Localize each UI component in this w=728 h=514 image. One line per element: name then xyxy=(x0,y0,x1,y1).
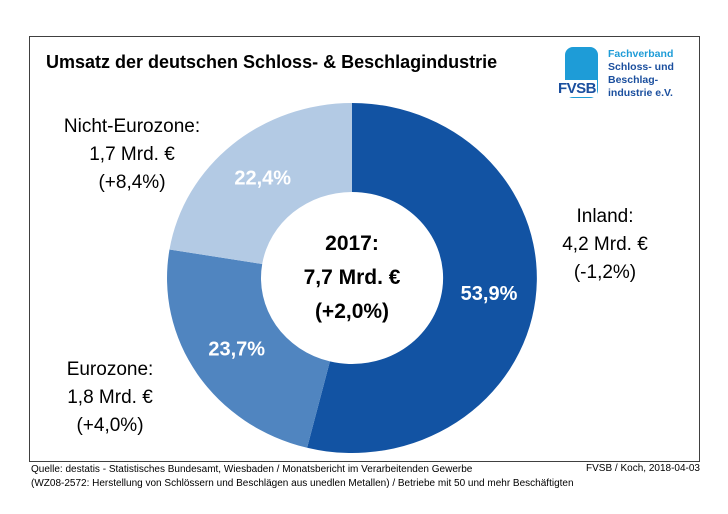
center-total: 7,7 Mrd. € xyxy=(303,266,401,289)
pie-percent-label-nicht-eurozone: 22,4% xyxy=(234,168,291,190)
pie-slice-nicht-eurozone xyxy=(169,103,352,264)
callout-nicht-eurozone: Nicht-Eurozone: 1,7 Mrd. € (+8,4%) xyxy=(32,113,232,197)
callout-inland-name: Inland: xyxy=(576,206,634,227)
callout-inland-amount: 4,2 Mrd. € xyxy=(562,234,648,255)
page-title: Umsatz der deutschen Schloss- & Beschlag… xyxy=(46,52,498,72)
center-year: 2017: xyxy=(325,232,379,255)
pie-slice-eurozone xyxy=(167,249,330,448)
footer-source-line1: Quelle: destatis - Statistisches Bundesa… xyxy=(31,464,473,475)
pie-percent-label-inland: 53,9% xyxy=(461,283,518,305)
fvsb-logo-line1: Fachverband xyxy=(608,48,674,60)
fvsb-logo-text: Fachverband Schloss- und Beschlag- indus… xyxy=(608,48,674,100)
callout-nicht-eurozone-amount: 1,7 Mrd. € xyxy=(89,144,175,165)
fvsb-logo: FVSB Fachverband Schloss- und Beschlag- … xyxy=(557,46,698,102)
callout-eurozone-change: (+4,0%) xyxy=(76,415,144,436)
footer-credit: FVSB / Koch, 2018-04-03 xyxy=(586,463,700,474)
footer-source-line2: (WZ08-2572: Herstellung von Schlössern u… xyxy=(31,477,574,489)
donut-center-label: 2017: 7,7 Mrd. € (+2,0%) xyxy=(252,227,452,329)
callout-eurozone-name: Eurozone: xyxy=(66,359,154,380)
fvsb-logo-abbr: FVSB xyxy=(557,80,598,97)
center-change: (+2,0%) xyxy=(314,300,390,323)
callout-eurozone-amount: 1,8 Mrd. € xyxy=(67,387,153,408)
callout-nicht-eurozone-change: (+8,4%) xyxy=(98,172,166,193)
fvsb-logo-line2: Schloss- und xyxy=(608,61,674,73)
callout-inland-change: (-1,2%) xyxy=(573,262,637,283)
footer-source: Quelle: destatis - Statistisches Bundesa… xyxy=(31,463,591,490)
callout-eurozone: Eurozone: 1,8 Mrd. € (+4,0%) xyxy=(20,356,200,440)
fvsb-logo-line4: industrie e.V. xyxy=(608,87,673,99)
callout-nicht-eurozone-name: Nicht-Eurozone: xyxy=(63,116,201,137)
callout-inland: Inland: 4,2 Mrd. € (-1,2%) xyxy=(520,203,690,287)
pie-slice-inland xyxy=(307,103,537,453)
pie-percent-label-eurozone: 23,7% xyxy=(208,339,265,361)
fvsb-logo-line3: Beschlag- xyxy=(608,74,659,86)
